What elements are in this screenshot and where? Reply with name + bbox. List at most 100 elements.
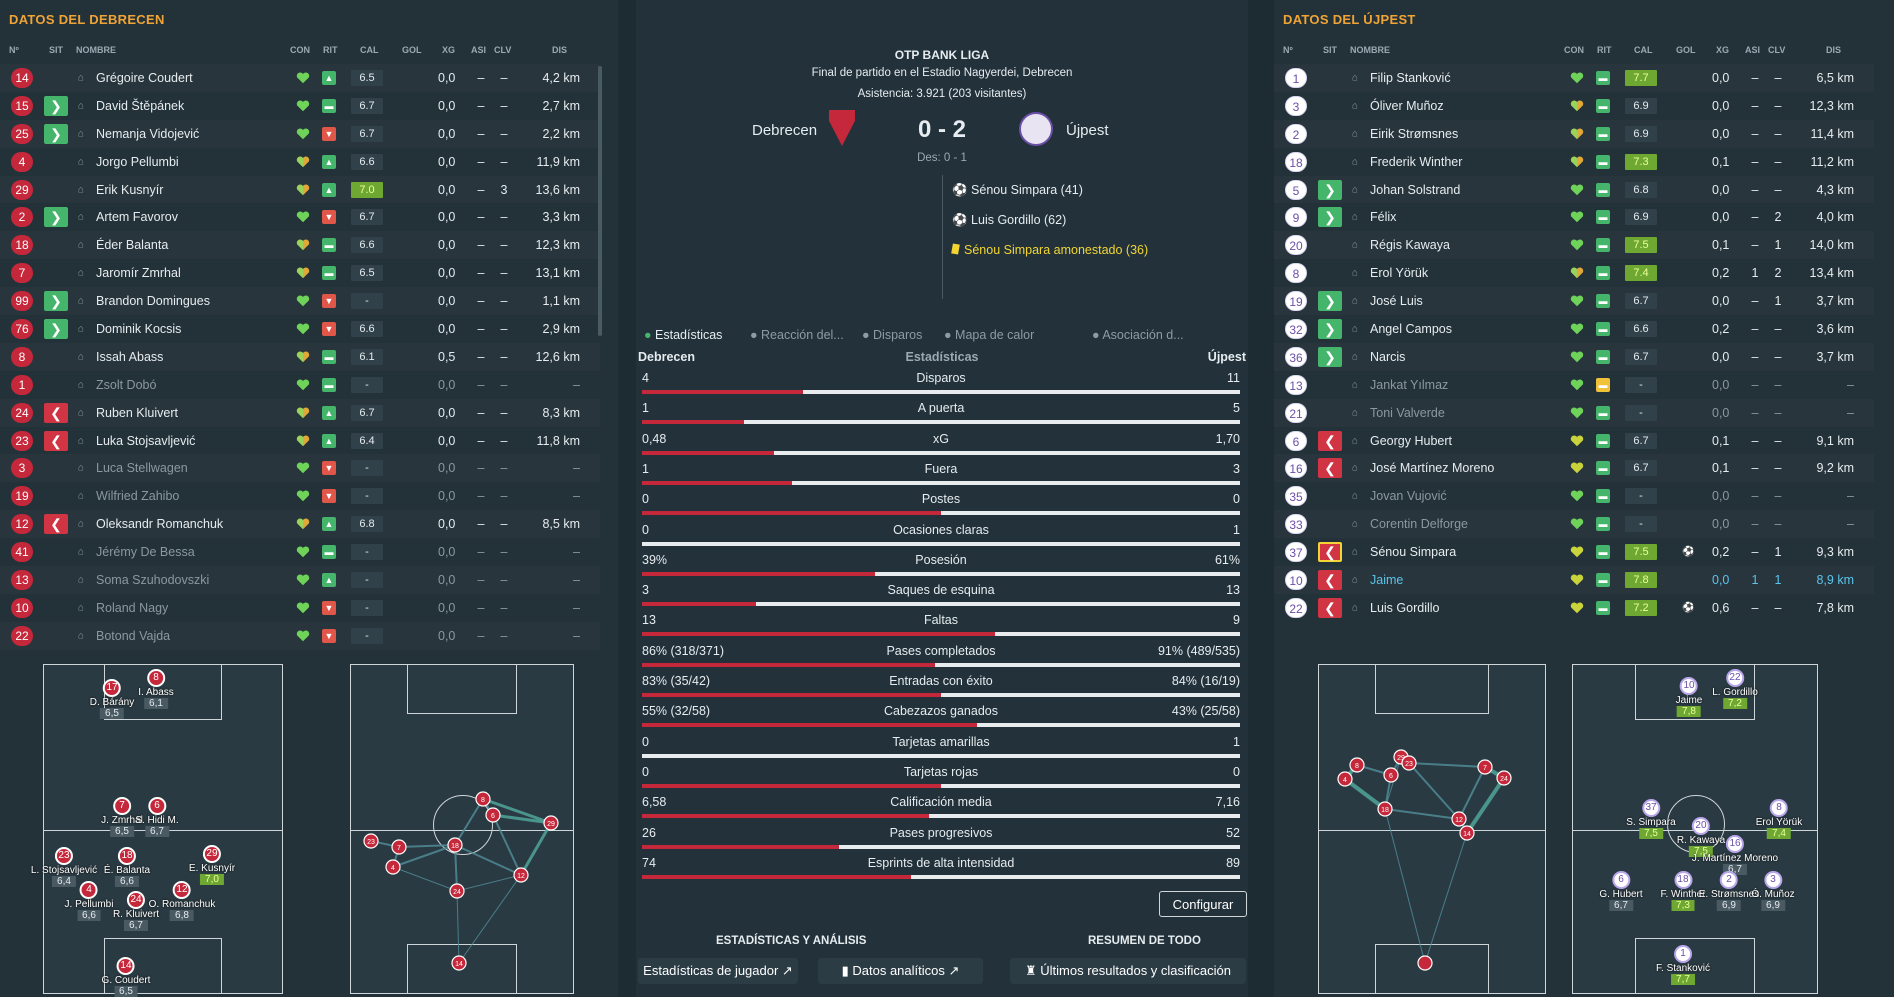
table-row[interactable]: 13 ⌂ Soma Szuhodovszki ▲ -0,0– – –: [0, 566, 600, 594]
player-name[interactable]: Jaime: [1370, 572, 1404, 587]
profile-icon[interactable]: ⌂: [78, 518, 85, 530]
table-row[interactable]: 9 ❯ ⌂ Félix ▬ 6.9 0,0 –2 4,0 km: [1274, 203, 1874, 231]
player-name[interactable]: Grégoire Coudert: [96, 70, 193, 85]
network-node[interactable]: 14: [1459, 825, 1475, 841]
table-row[interactable]: 41 ⌂ Jérémy De Bessa ▬ -0,0– – –: [0, 538, 600, 566]
player-name[interactable]: Issah Abass: [96, 349, 164, 364]
profile-icon[interactable]: ⌂: [1352, 490, 1359, 502]
col-no[interactable]: Nº: [9, 45, 19, 55]
table-row[interactable]: 14 ⌂ Grégoire Coudert ▲ 6.5 0,0 – – 4,2 km: [0, 64, 600, 92]
table-row[interactable]: 33 ⌂ Corentin Delforge ▬ -0,0– – –: [1274, 510, 1874, 538]
table-row[interactable]: 19 ⌂ Wilfried Zahibo ▼ -0,0– – –: [0, 482, 600, 510]
table-row[interactable]: 22 ❮ ⌂ Luis Gordillo ▬ 7.2 ⚽ 0,6 – – 7,8 km: [1274, 594, 1874, 622]
table-row[interactable]: 21 ⌂ Toni Valverde ▬ -0,0– – –: [1274, 399, 1874, 427]
player-name[interactable]: Angel Campos: [1370, 321, 1452, 336]
results-button[interactable]: ♜ Últimos resultados y clasificación: [1010, 958, 1246, 984]
profile-icon[interactable]: ⌂: [1352, 351, 1359, 363]
player-name[interactable]: Filip Stanković: [1370, 70, 1451, 85]
pitch-player[interactable]: 37 S. Simpara 7,5: [1626, 799, 1676, 839]
pitch-player[interactable]: 3 Ó. Muñoz 6,9: [1751, 871, 1795, 911]
col-sit[interactable]: SIT: [1323, 45, 1338, 55]
player-name[interactable]: Eirik Strømsnes: [1370, 126, 1459, 141]
profile-icon[interactable]: ⌂: [78, 630, 85, 642]
profile-icon[interactable]: ⌂: [1352, 156, 1359, 168]
profile-icon[interactable]: ⌂: [1352, 267, 1359, 279]
table-row[interactable]: 8 ⌂ Erol Yörük ▬ 7.4 0,2 1 2 13,4 km: [1274, 259, 1874, 287]
col-clv[interactable]: CLV: [494, 45, 512, 55]
pitch-player[interactable]: 8 I. Abass 6,1: [138, 669, 174, 709]
col-rit[interactable]: RIT: [1597, 45, 1612, 55]
table-row[interactable]: 24 ❮ ⌂ Ruben Kluivert ▲ 6.7 0,0 – – 8,3 km: [0, 399, 600, 427]
table-row[interactable]: 12 ❮ ⌂ Oleksandr Romanchuk ▲ 6.8 0,0 – – 8,5 km: [0, 510, 600, 538]
table-row[interactable]: 16 ❮ ⌂ José Martínez Moreno ▬ 6.7 0,1 – – 9,2 km: [1274, 454, 1874, 482]
table-row[interactable]: 4 ⌂ Jorgo Pellumbi ▲ 6.6 0,0 – – 11,9 km: [0, 148, 600, 176]
pitch-player[interactable]: 18 F. Winther 7,3: [1660, 871, 1706, 911]
profile-icon[interactable]: ⌂: [78, 379, 85, 391]
table-row[interactable]: 20 ⌂ Régis Kawaya ▬ 7.5 0,1 –1 14,0 km: [1274, 231, 1874, 259]
network-node[interactable]: [1417, 955, 1433, 971]
pitch-player[interactable]: 29 E. Kusnyír 7,0: [189, 845, 235, 885]
player-name[interactable]: Ruben Kluivert: [96, 405, 178, 420]
col-con[interactable]: CON: [290, 45, 310, 55]
network-node[interactable]: 6: [485, 807, 501, 823]
tab-estadisticas[interactable]: ● Estadísticas: [644, 328, 723, 342]
player-name[interactable]: Luka Stojsavljević: [96, 433, 196, 448]
player-name[interactable]: Georgy Hubert: [1370, 433, 1452, 448]
pitch-player[interactable]: 17 D. Bárány 6,5: [90, 679, 134, 719]
table-row[interactable]: 35 ⌂ Jovan Vujović ▬ -0,0– – –: [1274, 482, 1874, 510]
profile-icon[interactable]: ⌂: [78, 100, 85, 112]
network-node[interactable]: 8: [475, 791, 491, 807]
table-row[interactable]: 1 ⌂ Filip Stanković ▬ 7.7 0,0 – – 6,5 km: [1274, 64, 1874, 92]
table-row[interactable]: 32 ❯ ⌂ Angel Campos ▬ 6.6 0,2 – – 3,6 km: [1274, 315, 1874, 343]
network-node[interactable]: 23: [1401, 755, 1417, 771]
table-row[interactable]: 29 ⌂ Erik Kusnyír ▲ 7.0 0,0 –3 13,6 km: [0, 176, 600, 204]
pitch-player[interactable]: 23 L. Stojsavljević 6,4: [31, 847, 97, 887]
player-name[interactable]: Régis Kawaya: [1370, 238, 1450, 253]
profile-icon[interactable]: ⌂: [1352, 100, 1359, 112]
player-name[interactable]: Luca Stellwagen: [96, 461, 188, 476]
network-node[interactable]: 18: [1377, 801, 1393, 817]
player-name[interactable]: Félix: [1370, 210, 1397, 225]
table-row[interactable]: 8 ⌂ Issah Abass ▬ 6.1 0,5 – – 12,6 km: [0, 343, 600, 371]
pitch-player[interactable]: 24 R. Kluivert 6,7: [113, 891, 159, 931]
profile-icon[interactable]: ⌂: [1352, 72, 1359, 84]
player-name[interactable]: Botond Vajda: [96, 628, 171, 643]
network-node[interactable]: 12: [513, 867, 529, 883]
table-row[interactable]: 76 ❯ ⌂ Dominik Kocsis ▼ 6.6 0,0 – – 2,9 km: [0, 315, 600, 343]
player-name[interactable]: José Luis: [1370, 294, 1423, 309]
scrollbar[interactable]: [598, 66, 602, 336]
profile-icon[interactable]: ⌂: [78, 490, 85, 502]
table-row[interactable]: 18 ⌂ Éder Balanta ▬ 6.6 0,0 – – 12,3 km: [0, 231, 600, 259]
profile-icon[interactable]: ⌂: [78, 72, 85, 84]
profile-icon[interactable]: ⌂: [78, 546, 85, 558]
table-row[interactable]: 6 ❮ ⌂ Georgy Hubert ▬ 6.7 0,1 – – 9,1 km: [1274, 427, 1874, 455]
network-node[interactable]: 24: [449, 883, 465, 899]
tab-asociacion[interactable]: ● Asociación d...: [1092, 328, 1184, 342]
player-name[interactable]: David Štěpánek: [96, 98, 185, 113]
network-node[interactable]: 24: [1496, 770, 1512, 786]
pitch-player[interactable]: 4 J. Pellumbi 6,6: [65, 881, 113, 921]
profile-icon[interactable]: ⌂: [78, 323, 85, 335]
player-name[interactable]: Artem Favorov: [96, 210, 178, 225]
table-row[interactable]: 25 ❯ ⌂ Nemanja Vidojević ▼ 6.7 0,0 – – 2,2 km: [0, 120, 600, 148]
pitch-player[interactable]: 16 J. Martínez Moreno 6,7: [1692, 835, 1778, 875]
player-name[interactable]: Nemanja Vidojević: [96, 126, 200, 141]
player-name[interactable]: Jérémy De Bessa: [96, 545, 195, 560]
player-name[interactable]: José Martínez Moreno: [1370, 461, 1495, 476]
profile-icon[interactable]: ⌂: [1352, 407, 1359, 419]
player-name[interactable]: Oleksandr Romanchuk: [96, 517, 224, 532]
profile-icon[interactable]: ⌂: [78, 602, 85, 614]
table-row[interactable]: 10 ⌂ Roland Nagy ▼ -0,0– – –: [0, 594, 600, 622]
player-name[interactable]: Soma Szuhodovszki: [96, 572, 210, 587]
pitch-player[interactable]: 20 R. Kawaya 7,5: [1677, 817, 1725, 857]
col-gol[interactable]: GOL: [1676, 45, 1696, 55]
profile-icon[interactable]: ⌂: [78, 267, 85, 279]
col-clv[interactable]: CLV: [1768, 45, 1786, 55]
table-row[interactable]: 1 ⌂ Zsolt Dobó ▬ -0,0– – –: [0, 371, 600, 399]
player-name[interactable]: Óliver Muñoz: [1370, 98, 1444, 113]
network-node[interactable]: 7: [391, 839, 407, 855]
pitch-player[interactable]: 12 O. Romanchuk 6,8: [149, 881, 215, 921]
player-name[interactable]: Zsolt Dobó: [96, 377, 157, 392]
table-row[interactable]: 13 ⌂ Jankat Yılmaz ▬ -0,0– – –: [1274, 371, 1874, 399]
table-row[interactable]: 37 ❮ ⌂ Sénou Simpara ▬ 7.5 ⚽ 0,2 –1 9,3 km: [1274, 538, 1874, 566]
